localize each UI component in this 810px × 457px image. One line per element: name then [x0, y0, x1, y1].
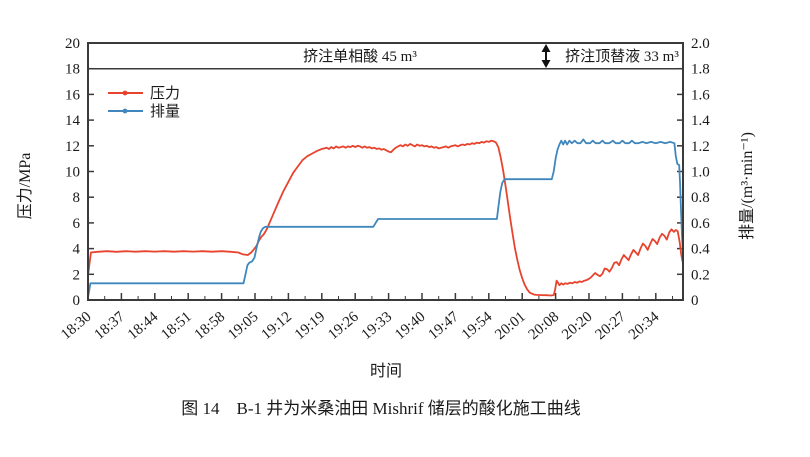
stage-divider-arrow-icon — [541, 44, 551, 68]
x-tick-label: 20:27 — [593, 308, 630, 343]
legend: 压力 排量 — [108, 85, 180, 120]
y-left-tick-label: 10 — [65, 165, 80, 181]
x-tick-label: 19:26 — [325, 308, 362, 343]
y-left-tick-label: 4 — [73, 242, 81, 258]
y-left-tick-label: 8 — [73, 190, 81, 206]
x-tick-label: 20:20 — [559, 309, 595, 343]
y-right-tick-label: 1.0 — [691, 165, 710, 181]
x-tick-label: 18:37 — [92, 308, 129, 343]
plot-border — [87, 42, 684, 301]
pressure-axis-title: 压力/MPa — [16, 153, 34, 220]
y-left-tick-label: 18 — [65, 62, 80, 78]
x-tick-label: 18:30 — [58, 309, 94, 343]
y-right-tick-label: 0.4 — [691, 242, 710, 258]
y-right-tick-label: 0 — [691, 293, 699, 309]
y-right-tick-label: 0.8 — [691, 190, 710, 206]
y-right-tick-label: 1.2 — [691, 139, 710, 155]
y-right-tick-label: 0.6 — [691, 216, 710, 232]
x-tick-label: 19:05 — [225, 309, 261, 343]
x-tick-label: 18:58 — [192, 309, 228, 343]
y-left-tick-label: 0 — [73, 293, 81, 309]
legend-pressure-marker-icon — [122, 90, 128, 96]
rate-line — [87, 138, 684, 299]
y-left-tick-label: 16 — [65, 87, 81, 103]
y-left-tick-label: 2 — [73, 267, 81, 283]
x-axis-title: 时间 — [370, 362, 402, 380]
y-left-tick-label: 14 — [65, 113, 81, 129]
x-tick-label: 19:19 — [292, 309, 328, 343]
pressure-line — [87, 139, 684, 297]
x-tick-label: 19:47 — [426, 308, 463, 343]
x-tick-label: 19:40 — [392, 309, 428, 343]
y-left-tick-label: 20 — [65, 36, 80, 52]
rate-axis-title: 排量/(m³·min⁻¹) — [738, 132, 756, 240]
x-tick-label: 18:51 — [158, 309, 194, 343]
y-left-tick-label: 12 — [65, 139, 80, 155]
y-right-tick-label: 1.6 — [691, 87, 710, 103]
y-right-tick-label: 0.2 — [691, 267, 710, 283]
y-right-tick-label: 2.0 — [691, 36, 710, 52]
figure-caption: 图 14 B-1 井为米桑油田 Mishrif 储层的酸化施工曲线 — [181, 399, 581, 418]
x-tick-label: 20:01 — [492, 309, 528, 343]
y-right-tick-label: 1.4 — [691, 113, 710, 129]
legend-rate-marker-icon — [122, 108, 128, 114]
x-tick-label: 19:33 — [359, 309, 395, 343]
legend-rate-label: 排量 — [150, 103, 180, 120]
x-tick-label: 19:54 — [459, 308, 496, 343]
stage2-annotation: 挤注顶替液 33 m³ — [565, 48, 679, 65]
x-tick-label: 18:44 — [125, 308, 162, 343]
x-tick-label: 20:34 — [626, 308, 663, 343]
y-right-tick-label: 1.8 — [691, 62, 710, 78]
stage1-annotation: 挤注单相酸 45 m³ — [303, 48, 417, 65]
x-tick-label: 20:08 — [526, 309, 562, 343]
legend-pressure-label: 压力 — [150, 85, 180, 102]
x-tick-label: 19:12 — [259, 309, 295, 343]
y-left-tick-label: 6 — [73, 216, 81, 232]
